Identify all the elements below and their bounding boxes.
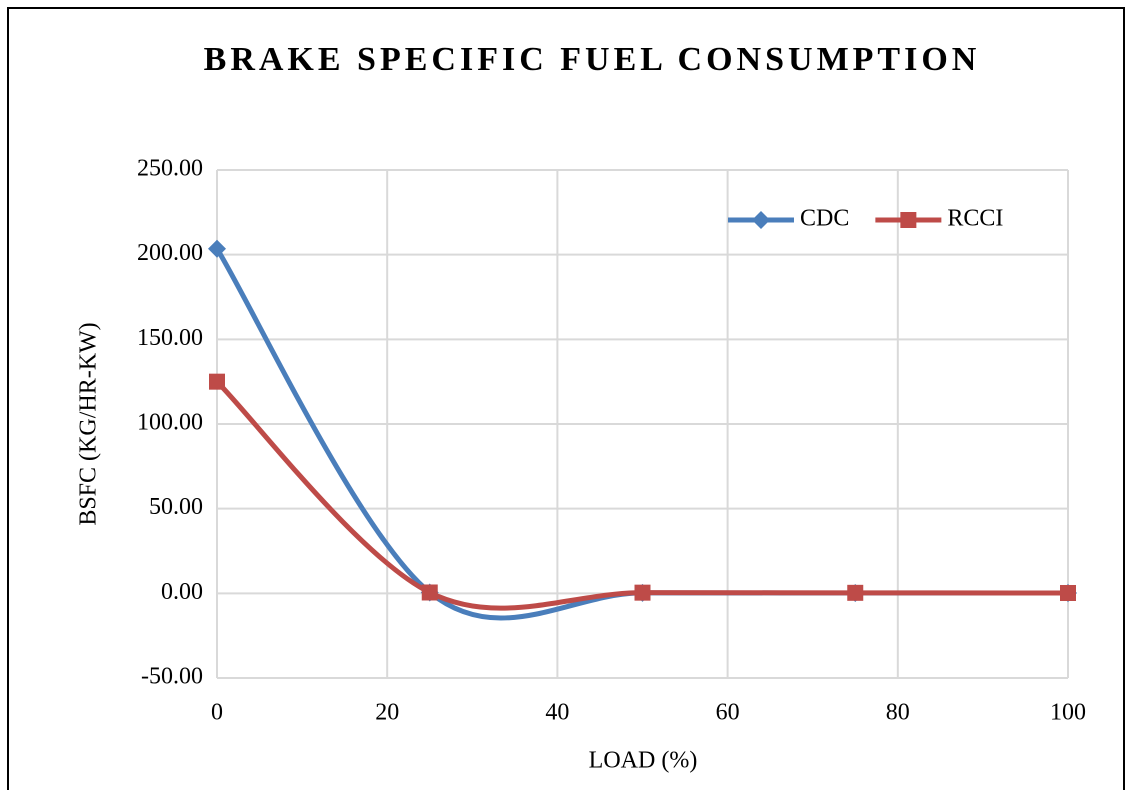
legend-label: CDC <box>800 206 849 232</box>
y-tick-label: 0.00 <box>161 579 203 605</box>
series-line <box>215 379 1069 611</box>
x-tick-label: 60 <box>716 700 740 726</box>
x-tick-label: 80 <box>886 700 910 726</box>
marker <box>208 239 226 258</box>
y-tick-label: 150.00 <box>137 325 203 351</box>
chart-title: BRAKE SPECIFIC FUEL CONSUMPTION <box>204 41 981 78</box>
y-tick-label: 200.00 <box>137 240 203 266</box>
marker <box>752 211 770 229</box>
marker <box>900 212 917 228</box>
y-tick-label: 250.00 <box>137 156 203 182</box>
marker <box>209 373 225 390</box>
marker <box>421 584 438 601</box>
y-tick-label: 50.00 <box>149 494 203 520</box>
x-axis-label: LOAD (%) <box>589 748 698 774</box>
marker <box>847 584 864 601</box>
x-tick-label: 20 <box>375 700 399 726</box>
y-axis-label: BSFC (KG/HR-KW) <box>76 322 102 525</box>
x-tick-label: 40 <box>545 700 569 726</box>
y-tick-label: 100.00 <box>137 410 203 436</box>
frame <box>7 7 1125 790</box>
legend-label: RCCI <box>947 206 1003 232</box>
y-tick-label: -50.00 <box>141 664 203 690</box>
marker <box>1060 584 1076 601</box>
marker <box>634 584 651 601</box>
x-tick-label: 0 <box>211 700 223 726</box>
x-tick-label: 100 <box>1050 700 1086 726</box>
